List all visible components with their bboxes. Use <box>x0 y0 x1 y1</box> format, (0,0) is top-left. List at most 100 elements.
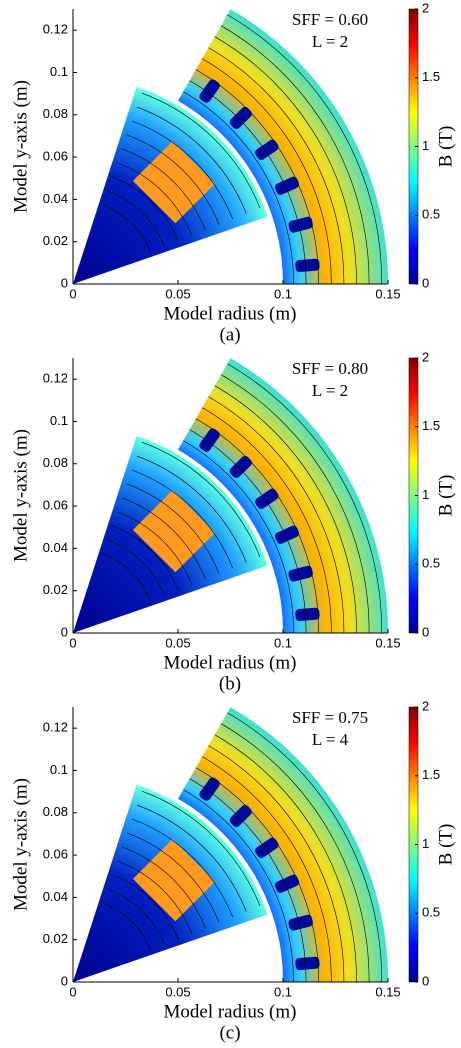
panel: 0 0.02 0.04 0.06 0.08 0.1 0.12 0 0.05 0.1 0.15 Mode… <box>10 349 456 694</box>
flux-line <box>106 539 165 596</box>
annotation: L = 2 <box>312 381 348 400</box>
colorbar-label: B (T) <box>435 824 456 866</box>
flux-line <box>101 553 152 602</box>
flux-line <box>220 723 370 983</box>
colorbar-tick-label: 0.5 <box>422 556 440 571</box>
y-tick-label: 0.04 <box>43 889 68 904</box>
caption: (b) <box>219 673 241 694</box>
caption: (c) <box>219 1022 240 1043</box>
y-tick-label: 0.1 <box>50 762 68 777</box>
slot <box>199 428 220 452</box>
flux-line <box>189 429 307 634</box>
colorbar-tick-label: 0.5 <box>422 905 440 920</box>
flux-line <box>126 483 220 574</box>
flux-line <box>227 14 383 285</box>
x-tick-label: 0.05 <box>165 286 190 301</box>
flux-line <box>183 91 294 285</box>
y-tick-label: 0.06 <box>43 847 68 862</box>
slot <box>288 565 313 582</box>
slot <box>199 79 220 103</box>
slot <box>229 455 252 478</box>
x-axis-label: Model radius (m) <box>164 303 297 324</box>
x-tick-label: 0.1 <box>274 635 292 650</box>
y-axis-label: Model y-axis (m) <box>10 778 31 911</box>
flux-line <box>141 92 261 209</box>
flux-line <box>189 80 307 285</box>
slot <box>229 804 252 827</box>
slot <box>255 139 279 160</box>
y-axis-label: Model y-axis (m) <box>10 80 31 213</box>
flux-line <box>111 525 179 591</box>
annotation: L = 2 <box>312 32 348 51</box>
flux-line <box>106 888 165 945</box>
colorbar-label: B (T) <box>435 475 456 517</box>
colorbar-tick-label: 1.5 <box>422 767 440 782</box>
x-tick-label: 0.05 <box>165 984 190 999</box>
annotation: SFF = 0.80 <box>292 359 368 378</box>
flux-line <box>220 374 370 634</box>
slot <box>288 216 313 233</box>
x-tick-label: 0 <box>69 635 76 650</box>
flux-line <box>136 804 247 912</box>
slot <box>274 874 300 893</box>
flux-line <box>131 120 233 220</box>
flux-line <box>183 789 294 983</box>
flux-line <box>111 874 179 940</box>
x-tick-label: 0.15 <box>375 984 400 999</box>
y-tick-label: 0.08 <box>43 804 68 819</box>
x-tick-label: 0 <box>69 984 76 999</box>
y-tick-label: 0.12 <box>43 720 68 735</box>
flux-line <box>195 69 320 285</box>
y-tick-label: 0.1 <box>50 64 68 79</box>
flux-line <box>116 511 193 585</box>
flux-line <box>214 734 357 983</box>
flux-line <box>195 767 320 983</box>
flux-line <box>195 418 320 634</box>
flux-line <box>131 469 233 569</box>
flux-line <box>126 832 220 923</box>
slot <box>274 525 300 544</box>
y-tick-label: 0.12 <box>43 371 68 386</box>
panel: 0 0.02 0.04 0.06 0.08 0.1 0.12 0 0.05 0.1 0.15 Mode… <box>10 0 456 345</box>
slot <box>295 258 320 273</box>
flux-line <box>214 36 357 285</box>
x-tick-label: 0.15 <box>375 286 400 301</box>
x-tick-label: 0.05 <box>165 635 190 650</box>
y-tick-label: 0.02 <box>43 582 68 597</box>
slot <box>229 106 252 129</box>
slot <box>274 176 300 195</box>
colorbar-tick-label: 2 <box>422 0 429 15</box>
flux-line <box>101 902 152 951</box>
colorbar-tick-label: 1.5 <box>422 69 440 84</box>
y-tick-label: 0.06 <box>43 498 68 513</box>
x-axis-label: Model radius (m) <box>164 652 297 673</box>
flux-line <box>201 407 332 634</box>
colorbar-tick-label: 1.5 <box>422 418 440 433</box>
flux-line <box>121 148 206 231</box>
colorbar-label: B (T) <box>435 126 456 168</box>
colorbar-tick-label: 0 <box>422 624 429 639</box>
y-tick-label: 0.02 <box>43 931 68 946</box>
flux-line <box>131 818 233 918</box>
flux-line <box>101 204 152 253</box>
flux-line <box>227 712 383 983</box>
slot <box>199 777 220 801</box>
colorbar-tick-label: 1 <box>422 836 429 851</box>
y-tick-label: 0 <box>61 624 68 639</box>
x-tick-label: 0.15 <box>375 635 400 650</box>
annotation: SFF = 0.75 <box>292 708 368 727</box>
y-tick-label: 0.04 <box>43 540 68 555</box>
slot <box>295 607 320 622</box>
flux-line <box>126 134 220 225</box>
y-tick-label: 0.06 <box>43 149 68 164</box>
flux-line <box>208 745 345 983</box>
flux-line <box>201 58 332 285</box>
flux-line <box>183 440 294 634</box>
y-tick-label: 0.08 <box>43 106 68 121</box>
flux-line <box>121 497 206 580</box>
flux-line <box>106 190 165 247</box>
y-tick-label: 0 <box>61 275 68 290</box>
flux-line <box>136 106 247 214</box>
x-tick-label: 0 <box>69 286 76 301</box>
